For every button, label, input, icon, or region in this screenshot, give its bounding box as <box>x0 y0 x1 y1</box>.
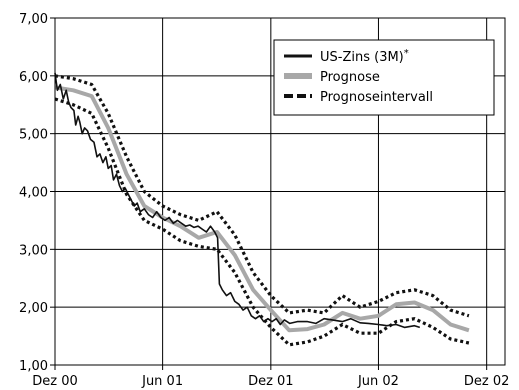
x-tick-label: Jun 01 <box>141 374 183 389</box>
series-line-interval-lower <box>54 97 470 347</box>
series-line-forecast <box>54 85 470 333</box>
y-axis-ticks: 1,00 2,00 3,00 4,00 5,00 6,00 7,00 <box>19 12 55 374</box>
y-tick-label: 7,00 <box>19 12 48 27</box>
y-tick-label: 6,00 <box>19 70 48 85</box>
y-tick-label: 3,00 <box>19 243 48 258</box>
y-tick-label: 5,00 <box>19 128 48 143</box>
y-tick-label: 1,00 <box>19 359 48 374</box>
legend-label-forecast: Prognose <box>320 70 380 85</box>
x-axis-ticks: Dez 00 Jun 01 Dez 01 Jun 02 Dez 02 <box>32 365 509 389</box>
chart-series <box>54 72 470 347</box>
x-tick-label: Dez 01 <box>248 374 294 389</box>
series-line-actual <box>54 72 421 329</box>
x-tick-label: Jun 02 <box>357 374 399 389</box>
x-tick-label: Dez 02 <box>464 374 510 389</box>
series-line-interval-upper <box>54 74 470 318</box>
x-tick-label: Dez 00 <box>32 374 78 389</box>
legend-label-actual: US-Zins (3M)* <box>320 48 409 65</box>
legend-footnote-marker: * <box>404 48 409 59</box>
legend-label-interval: Prognoseintervall <box>320 90 433 105</box>
chart-legend: US-Zins (3M)* Prognose Prognoseintervall <box>273 39 495 116</box>
y-tick-label: 4,00 <box>19 186 48 201</box>
y-tick-label: 2,00 <box>19 301 48 316</box>
